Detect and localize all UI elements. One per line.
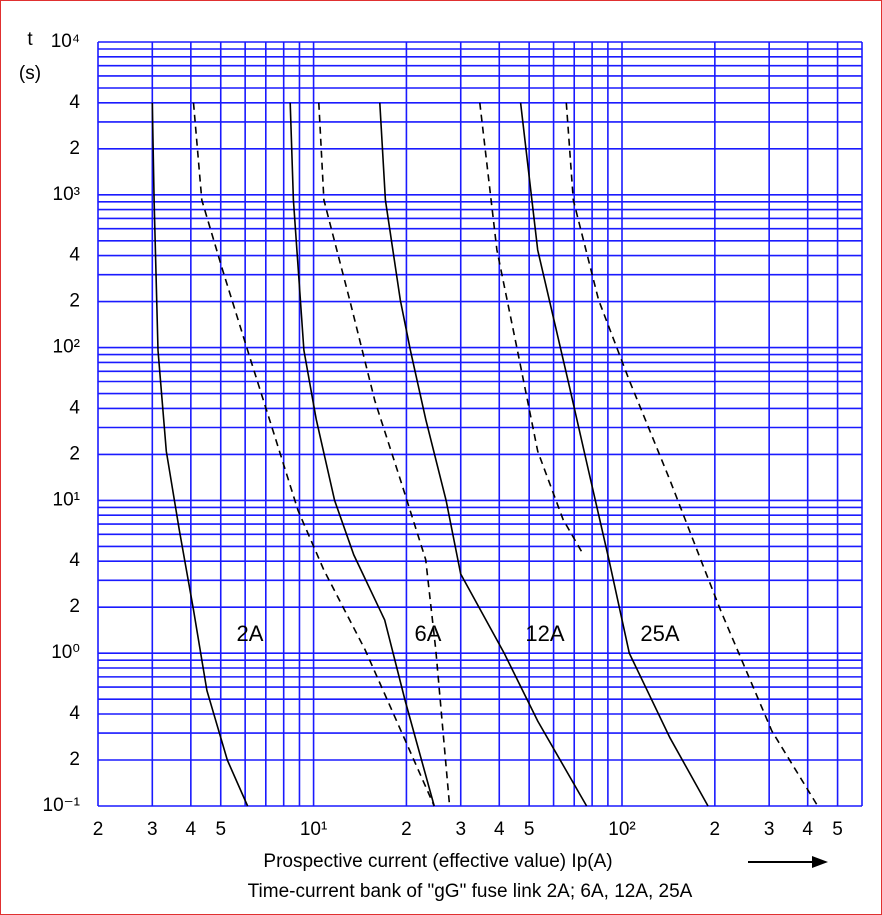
y-tick-label: 4 [69, 92, 80, 113]
x-tick-label: 4 [494, 819, 505, 840]
y-tick-label: 4 [69, 245, 80, 266]
y-tick-label: 4 [69, 550, 80, 571]
y-tick-label: 10¹ [53, 489, 80, 510]
y-tick-label: 2 [69, 443, 80, 464]
y-tick-label: 10² [53, 337, 80, 358]
y-tick-label: 10⁰ [51, 642, 80, 663]
y-tick-label: 4 [69, 703, 80, 724]
curve-label: 12A [525, 621, 564, 646]
x-tick-label: 5 [832, 819, 843, 840]
y-tick-label: 2 [69, 749, 80, 770]
curve-max [479, 102, 585, 556]
curve-min [151, 102, 249, 807]
x-tick-label: 10² [608, 819, 635, 840]
curve-max [192, 102, 435, 807]
y-axis-unit: (s) [19, 63, 41, 84]
x-tick-label: 5 [524, 819, 535, 840]
x-tick-label: 4 [186, 819, 197, 840]
curve-max [318, 102, 451, 807]
curve-min [519, 102, 709, 807]
y-tick-label: 10³ [53, 184, 80, 205]
x-tick-label: 3 [147, 819, 158, 840]
y-tick-label: 2 [69, 596, 80, 617]
x-tick-label: 3 [764, 819, 775, 840]
x-tick-label: 3 [455, 819, 466, 840]
caption: Time-current bank of "gG" fuse link 2A; … [248, 881, 693, 902]
x-tick-label: 2 [401, 819, 412, 840]
y-tick-label: 10⁻¹ [43, 795, 81, 816]
y-tick-label: 2 [69, 291, 80, 312]
x-tick-label: 5 [215, 819, 226, 840]
curve-min [289, 102, 435, 807]
y-tick-label: 2 [69, 138, 80, 159]
x-tick-label: 2 [93, 819, 104, 840]
y-axis-label: t [27, 29, 33, 50]
curve-label: 6A [415, 621, 442, 646]
x-tick-label: 2 [710, 819, 721, 840]
y-tick-label: 4 [69, 397, 80, 418]
curve-label: 25A [640, 621, 679, 646]
x-arrow-head [812, 856, 828, 868]
y-tick-label: 10⁴ [51, 31, 80, 52]
x-axis-label: Prospective current (effective value) Ip… [263, 851, 612, 872]
x-tick-label: 4 [802, 819, 813, 840]
x-tick-label: 10¹ [300, 819, 327, 840]
curve-label: 2A [237, 621, 264, 646]
curve-min [379, 102, 588, 807]
